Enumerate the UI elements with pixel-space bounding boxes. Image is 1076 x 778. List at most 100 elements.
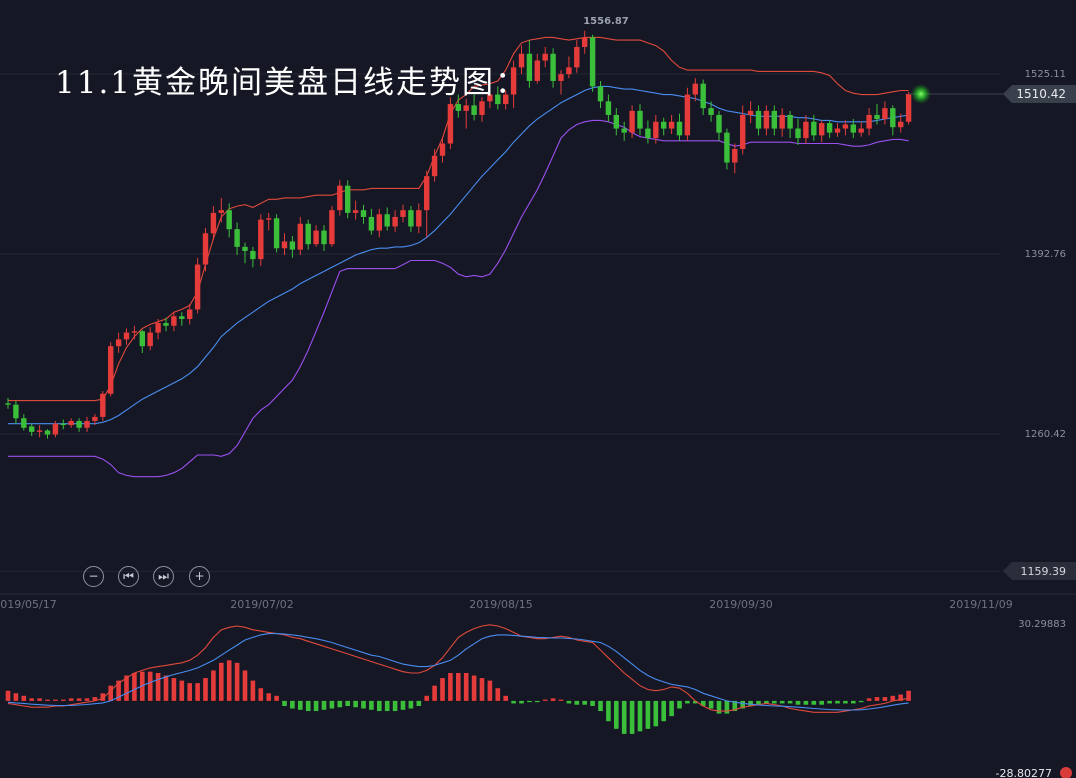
macd-bar — [463, 672, 469, 701]
macd-bar — [495, 688, 501, 701]
macd-bar — [116, 680, 121, 701]
macd-bar — [898, 694, 903, 701]
candle-body — [210, 212, 217, 234]
macd-bar — [108, 685, 113, 701]
macd-bar — [677, 700, 682, 709]
macd-bar — [274, 695, 279, 701]
macd-bar — [242, 670, 248, 701]
candle-body — [732, 148, 738, 163]
date-tick-label: 2019/08/15 — [469, 598, 532, 611]
macd-bar — [740, 700, 745, 709]
candle-body — [60, 423, 66, 426]
price-tick-label: 1260.42 — [1025, 429, 1066, 440]
candle-body — [550, 53, 556, 81]
macd-bar — [795, 700, 801, 705]
macd-bar — [203, 678, 208, 701]
macd-bar — [708, 700, 714, 709]
macd-bar — [163, 675, 169, 701]
macd-bar — [290, 700, 295, 709]
macd-bar — [226, 660, 232, 701]
candle-body — [676, 121, 683, 136]
macd-bar — [337, 700, 343, 708]
candle-body — [771, 110, 777, 129]
macd-bar — [400, 700, 406, 710]
macd-bar — [21, 695, 27, 701]
candle-body — [724, 132, 730, 163]
macd-bar — [550, 698, 556, 701]
zoom-in-icon[interactable]: + — [189, 566, 210, 587]
candle-body — [882, 108, 888, 120]
macd-bar — [416, 700, 422, 706]
macd-bar — [598, 700, 603, 712]
candle-body — [258, 219, 264, 260]
macd-bar — [535, 700, 540, 703]
candle-body — [360, 210, 367, 217]
macd-bar — [519, 700, 524, 704]
candle-body — [826, 123, 833, 133]
macd-bar — [629, 700, 635, 734]
macd-bar — [155, 672, 161, 701]
macd-bar — [574, 700, 580, 705]
candle-body — [645, 128, 651, 139]
macd-bar — [266, 693, 271, 701]
candle-body — [289, 241, 296, 250]
candle-body — [194, 264, 201, 310]
prev-icon[interactable]: ⏮ — [118, 566, 139, 587]
macd-bar — [693, 700, 698, 704]
macd-bar — [661, 700, 666, 722]
next-icon[interactable]: ⏭ — [153, 566, 174, 587]
boll-lower-line — [8, 119, 909, 478]
candle-body — [337, 185, 343, 211]
macd-bar — [13, 693, 19, 701]
candle-body — [700, 83, 706, 109]
candle-body — [187, 309, 193, 319]
candle-body — [629, 110, 635, 133]
macd-bar — [843, 700, 848, 704]
candle-body — [376, 214, 382, 231]
candle-body — [155, 323, 161, 333]
candle-body — [108, 346, 114, 394]
candle-body — [653, 121, 659, 139]
candle-body — [431, 155, 438, 177]
candle-body — [218, 210, 224, 213]
candle-body — [637, 110, 643, 129]
macd-bar — [779, 700, 785, 704]
macd-bar — [835, 700, 840, 704]
macd-bar — [803, 700, 809, 705]
candle-body — [574, 46, 580, 68]
macd-bar — [53, 699, 58, 701]
macd-bar — [68, 698, 74, 701]
page-title: 11.1黄金晚间美盘日线走势图： — [55, 65, 529, 101]
candle-body — [668, 121, 675, 129]
macd-bar — [171, 678, 177, 701]
candle-body — [787, 114, 793, 129]
candle-body — [455, 104, 461, 111]
candle-body — [510, 67, 517, 95]
price-tick-label: 1392.76 — [1025, 249, 1066, 260]
macd-bar — [772, 700, 777, 704]
date-tick-label: 2019/07/02 — [230, 598, 293, 611]
candle-body — [740, 114, 746, 149]
macd-bar — [827, 700, 832, 704]
macd-bar — [732, 700, 738, 712]
candle-body — [321, 230, 327, 245]
high-price-label: 1556.87 — [583, 16, 629, 27]
macd-bar — [76, 698, 82, 701]
candle-body — [424, 176, 430, 211]
macd-bar — [756, 700, 761, 705]
candle-body — [115, 339, 122, 347]
macd-top-label: 30.29883 — [1018, 619, 1066, 630]
low-price-label: 1159.39 — [1021, 565, 1067, 578]
macd-bar — [882, 697, 888, 701]
candle-body — [890, 108, 896, 128]
candle-body — [384, 214, 390, 227]
macd-bar — [84, 698, 90, 701]
date-tick-label: 2019/05/17 — [0, 598, 57, 611]
macd-bar — [92, 697, 98, 701]
macd-bar — [866, 698, 872, 701]
macd-bar — [29, 698, 34, 701]
zoom-out-icon[interactable]: − — [83, 566, 104, 587]
candle-body — [850, 124, 856, 133]
macd-bar — [61, 699, 66, 701]
